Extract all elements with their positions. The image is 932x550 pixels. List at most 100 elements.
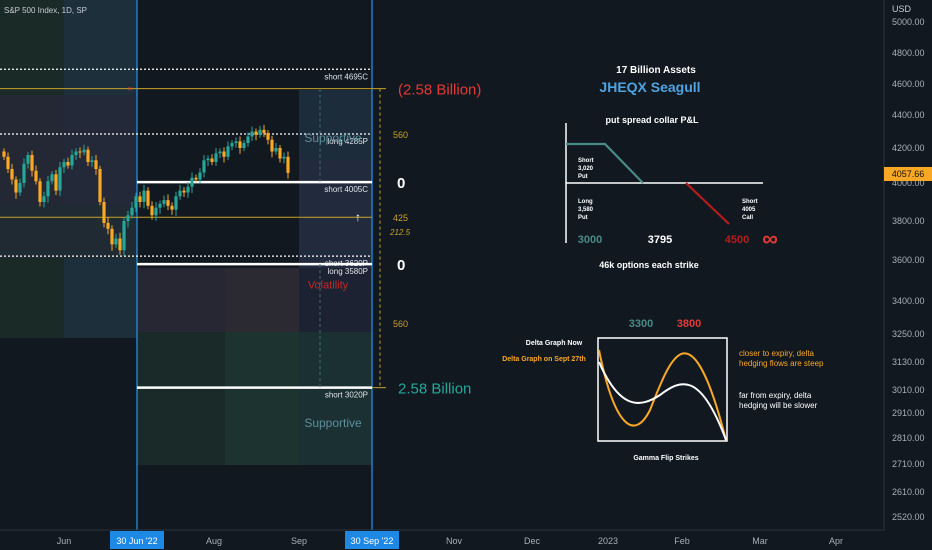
y-tick-label: 3010.00	[892, 385, 925, 395]
y-tick-label: 2610.00	[892, 487, 925, 497]
chart-title: S&P 500 Index, 1D, SP	[4, 6, 87, 15]
level-label: short 4005C	[324, 185, 368, 194]
note-far-l2: hedging will be slower	[739, 401, 818, 410]
y-tick-label: 4400.00	[892, 110, 925, 120]
y-tick-label: 3130.00	[892, 357, 925, 367]
delta-footer: Gamma Flip Strikes	[633, 455, 698, 462]
x-tick-label: Jun	[57, 536, 72, 546]
candle-body	[62, 162, 66, 168]
payoff-diagram: 17 Billion Assets JHEQX Seagull put spre…	[565, 65, 778, 270]
short-put-l3: Put	[578, 174, 588, 180]
range-annotation: 560	[393, 319, 408, 329]
candle-body	[286, 156, 290, 173]
candle-body	[238, 141, 242, 148]
x-axis[interactable]: Jun 30 Jun '22 Aug Sep 30 Sep '22 Nov Dec 2023 F…	[57, 531, 843, 549]
x-tick-label: 30 Sep '22	[351, 536, 394, 546]
candle-body	[226, 146, 230, 157]
candle-body	[110, 228, 114, 245]
current-price-tag	[884, 167, 932, 181]
zone-supportive-lower-a	[137, 332, 225, 465]
big-label: 2.58 Billion	[398, 381, 471, 398]
x-tick-label: Feb	[674, 536, 690, 546]
annotations: 560 425 212.5 560 ↑ (2.58 Billion) 0 0 2.58 Bill…	[304, 82, 481, 430]
candle-body	[222, 151, 226, 157]
candle-body	[94, 160, 98, 169]
candle-body	[270, 139, 274, 152]
current-price-label: 4057.66	[892, 169, 925, 179]
candle-body	[130, 207, 134, 216]
candle-body	[126, 215, 130, 221]
candle-body	[34, 170, 38, 182]
y-tick-label: 3400.00	[892, 296, 925, 306]
candle-body	[158, 203, 162, 208]
zone-label: Supportive	[304, 416, 362, 430]
level-label: short 3020P	[325, 391, 368, 400]
payoff-title: put spread collar P&L	[605, 115, 699, 125]
x-tick-label: Apr	[829, 536, 843, 546]
payoff-short-call-line	[685, 182, 730, 225]
candle-body	[70, 155, 74, 166]
candle-body	[154, 207, 158, 216]
x-tick-label: Sep	[291, 536, 307, 546]
strike-low: 3000	[578, 234, 602, 246]
candle-body	[10, 169, 14, 180]
zone-label: Supportive	[304, 131, 362, 145]
candle-body	[210, 158, 214, 162]
candle-body	[170, 205, 174, 210]
candle-body	[30, 155, 34, 171]
x-tick-label: Mar	[752, 536, 768, 546]
candle-body	[118, 238, 122, 251]
y-tick-label: 4200.00	[892, 143, 925, 153]
currency-label: USD	[892, 4, 912, 14]
x-tick-label: 2023	[598, 536, 618, 546]
range-annotation: 560	[393, 130, 408, 140]
long-put-l1: Long	[578, 199, 593, 205]
candle-body	[38, 181, 42, 202]
x-tick-label: Dec	[524, 536, 541, 546]
candle-body	[134, 196, 138, 208]
candle-body	[42, 196, 46, 202]
big-label: 0	[397, 175, 405, 192]
candle-body	[58, 167, 62, 191]
candle-body	[106, 222, 110, 229]
candle-body	[18, 183, 22, 193]
candle-body	[182, 190, 186, 193]
candle-body	[102, 202, 106, 223]
candle-body	[98, 169, 102, 202]
range-annotation: 425	[393, 213, 408, 223]
short-call-l3: Call	[742, 215, 753, 221]
delta-now-label: Delta Graph Now	[526, 340, 583, 347]
zone-supportive-lower-c	[299, 332, 372, 465]
candle-body	[186, 186, 190, 193]
y-tick-label: 4600.00	[892, 79, 925, 89]
y-tick-label: 2910.00	[892, 408, 925, 418]
candle-body	[74, 151, 78, 155]
candle-body	[86, 149, 90, 162]
candle-body	[162, 200, 166, 204]
candle-body	[282, 156, 286, 159]
x-tick-label: Nov	[446, 536, 463, 546]
candle-body	[178, 190, 182, 197]
x-tick-highlight	[345, 531, 399, 549]
candle-body	[242, 143, 246, 148]
candle-body	[14, 179, 18, 193]
candle-body	[54, 174, 58, 191]
y-tick-label: 3250.00	[892, 329, 925, 339]
candle-body	[6, 156, 10, 169]
x-tick-label: 30 Jun '22	[116, 536, 157, 546]
payoff-put-spread-line	[566, 142, 644, 184]
candle-body	[262, 129, 266, 134]
cross-marker: ×	[128, 85, 133, 94]
y-axis-bg	[884, 0, 932, 550]
y-tick-label: 2520.00	[892, 512, 925, 522]
price-levels: × short 4695C long 4285P short 4005C short 3…	[0, 68, 372, 400]
y-axis[interactable]: 5000.00 4800.00 4600.00 4400.00 4200.00 4000.…	[892, 17, 925, 522]
level-label: long 4285P	[328, 137, 368, 146]
y-tick-label: 3600.00	[892, 255, 925, 265]
candle-body	[202, 160, 206, 173]
candle-body	[266, 133, 270, 140]
delta-strike-a: 3300	[629, 318, 653, 330]
candle-body	[142, 190, 146, 202]
candle-body	[274, 148, 278, 152]
